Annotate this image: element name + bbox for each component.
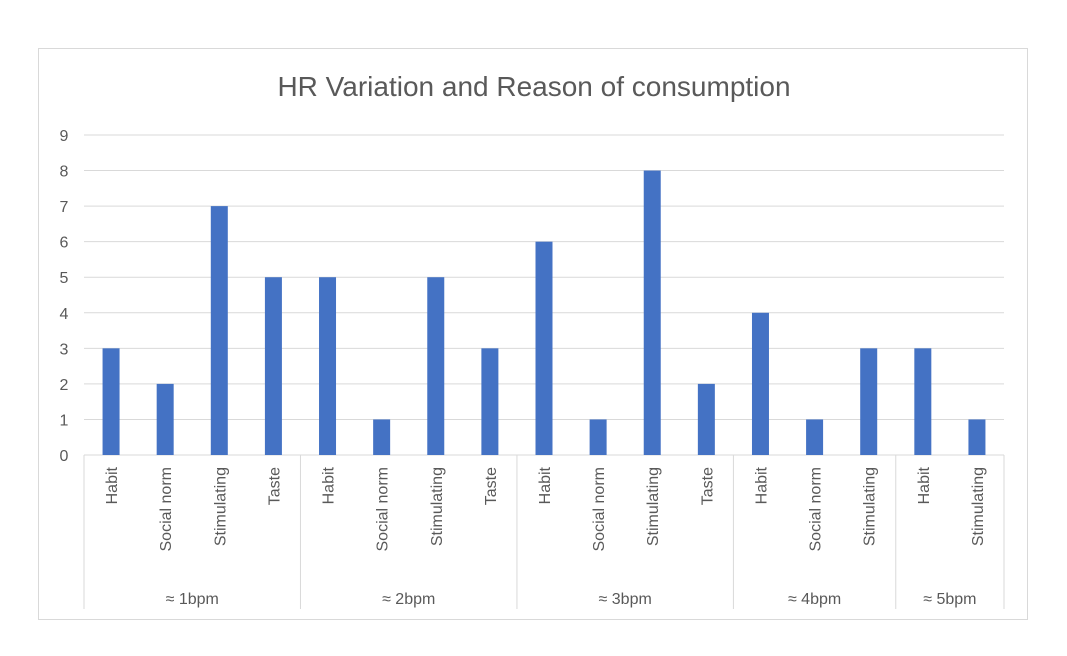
- category-label: Habit: [537, 466, 554, 504]
- bar: [914, 348, 932, 455]
- group-label: ≈ 5bpm: [923, 591, 976, 608]
- bar: [264, 277, 282, 455]
- group-label: ≈ 3bpm: [599, 591, 652, 608]
- category-label: Taste: [483, 467, 500, 505]
- y-tick-label: 7: [60, 199, 69, 216]
- y-tick-label: 6: [60, 235, 69, 252]
- chart-frame: HR Variation and Reason of consumption 0…: [38, 48, 1028, 620]
- bar: [102, 348, 120, 455]
- bar: [806, 419, 824, 455]
- y-tick-label: 9: [60, 128, 69, 145]
- category-label: Habit: [916, 466, 933, 504]
- group-label: ≈ 1bpm: [166, 591, 219, 608]
- category-label: Habit: [321, 466, 338, 504]
- category-label: Taste: [699, 467, 716, 505]
- bar: [427, 277, 445, 455]
- y-tick-label: 2: [60, 377, 69, 394]
- y-tick-label: 4: [60, 306, 69, 323]
- bar: [319, 277, 337, 455]
- bar: [751, 312, 769, 455]
- category-label: Social norm: [591, 467, 608, 551]
- bar: [481, 348, 499, 455]
- bar: [860, 348, 878, 455]
- bar: [156, 383, 174, 455]
- chart-title: HR Variation and Reason of consumption: [277, 71, 790, 102]
- bar: [643, 170, 661, 456]
- bar: [968, 419, 986, 455]
- bar: [589, 419, 607, 455]
- group-label: ≈ 4bpm: [788, 591, 841, 608]
- category-label: Stimulating: [645, 467, 662, 546]
- category-label: Stimulating: [970, 467, 987, 546]
- category-label: Taste: [266, 467, 283, 505]
- y-tick-label: 5: [60, 270, 69, 287]
- bar: [373, 419, 391, 455]
- category-label: Social norm: [158, 467, 175, 551]
- category-label: Social norm: [375, 467, 392, 551]
- bar: [210, 206, 228, 455]
- category-label: Stimulating: [429, 467, 446, 546]
- axis-layer: 0 1 2 3 4 5 6 7 8 9 Habit Social norm Stimulating Tas…: [60, 128, 1005, 609]
- chart-svg: HR Variation and Reason of consumption 0…: [60, 71, 1005, 609]
- category-label: Stimulating: [862, 467, 879, 546]
- y-tick-label: 3: [60, 341, 69, 358]
- category-label: Social norm: [808, 467, 825, 551]
- bar: [535, 241, 553, 455]
- y-tick-label: 1: [60, 412, 69, 429]
- y-tick-label: 8: [60, 164, 69, 181]
- group-label: ≈ 2bpm: [382, 591, 435, 608]
- category-label: Stimulating: [212, 467, 229, 546]
- bars-layer: [102, 170, 986, 456]
- category-label: Habit: [753, 466, 770, 504]
- bar: [697, 383, 715, 455]
- y-tick-label: 0: [60, 448, 69, 465]
- category-label: Habit: [104, 466, 121, 504]
